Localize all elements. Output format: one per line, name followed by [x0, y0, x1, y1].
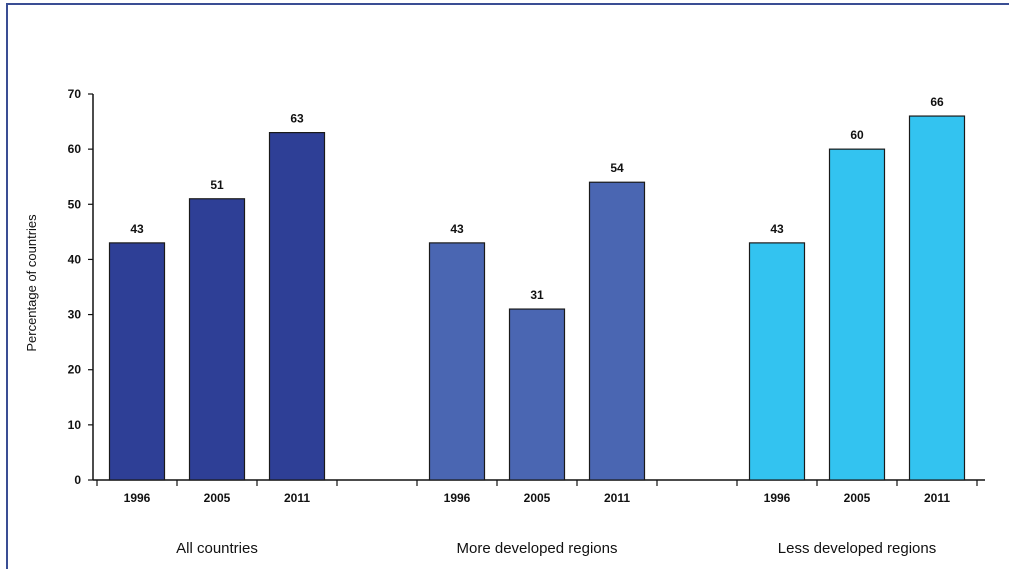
- x-axis: 1996 2005 2011 1996 2005 2011 1996 2005 2011: [93, 479, 985, 505]
- bars: 43 51 63 43 31 54 43 60 66: [108, 95, 966, 481]
- bar: [908, 115, 966, 481]
- bar: [588, 181, 646, 481]
- x-tick-label: 2005: [524, 491, 551, 505]
- data-label: 31: [530, 288, 544, 302]
- x-tick-label: 2011: [604, 491, 630, 505]
- bar: [748, 242, 806, 481]
- data-label: 66: [930, 95, 944, 109]
- y-tick-label: 30: [68, 308, 82, 322]
- y-tick-label: 50: [68, 197, 82, 211]
- y-tick-label: 10: [68, 418, 82, 432]
- group-label: Less developed regions: [778, 540, 936, 557]
- data-label: 60: [850, 128, 864, 142]
- data-label: 51: [210, 178, 224, 192]
- group-labels: All countries More developed regions Less …: [176, 540, 936, 557]
- bar: [428, 242, 486, 481]
- x-tick-label: 2011: [924, 491, 950, 505]
- bar: [508, 308, 566, 481]
- bar: [108, 242, 166, 481]
- group-label: All countries: [176, 540, 258, 557]
- x-tick-label: 1996: [124, 491, 151, 505]
- x-tick-label: 2005: [844, 491, 871, 505]
- data-label: 43: [770, 222, 784, 236]
- data-label: 63: [290, 112, 304, 126]
- y-tick-label: 20: [68, 363, 82, 377]
- x-tick-label: 2011: [284, 491, 310, 505]
- x-tick-label: 2005: [204, 491, 231, 505]
- y-tick-label: 60: [68, 142, 82, 156]
- y-tick-label: 70: [68, 87, 82, 101]
- data-label: 43: [130, 222, 144, 236]
- bar: [268, 132, 326, 481]
- data-label: 54: [610, 161, 624, 175]
- y-axis: 0 10 20 30 40 50 60 70: [68, 87, 94, 487]
- data-label: 43: [450, 222, 464, 236]
- y-tick-label: 0: [74, 473, 81, 487]
- bar: [188, 198, 246, 481]
- x-tick-label: 1996: [444, 491, 471, 505]
- x-tick-label: 1996: [764, 491, 791, 505]
- group-label: More developed regions: [457, 540, 618, 557]
- chart-frame: [6, 3, 1009, 569]
- bar: [828, 148, 886, 481]
- y-tick-label: 40: [68, 252, 82, 266]
- y-axis-title: Percentage of countries: [24, 214, 39, 352]
